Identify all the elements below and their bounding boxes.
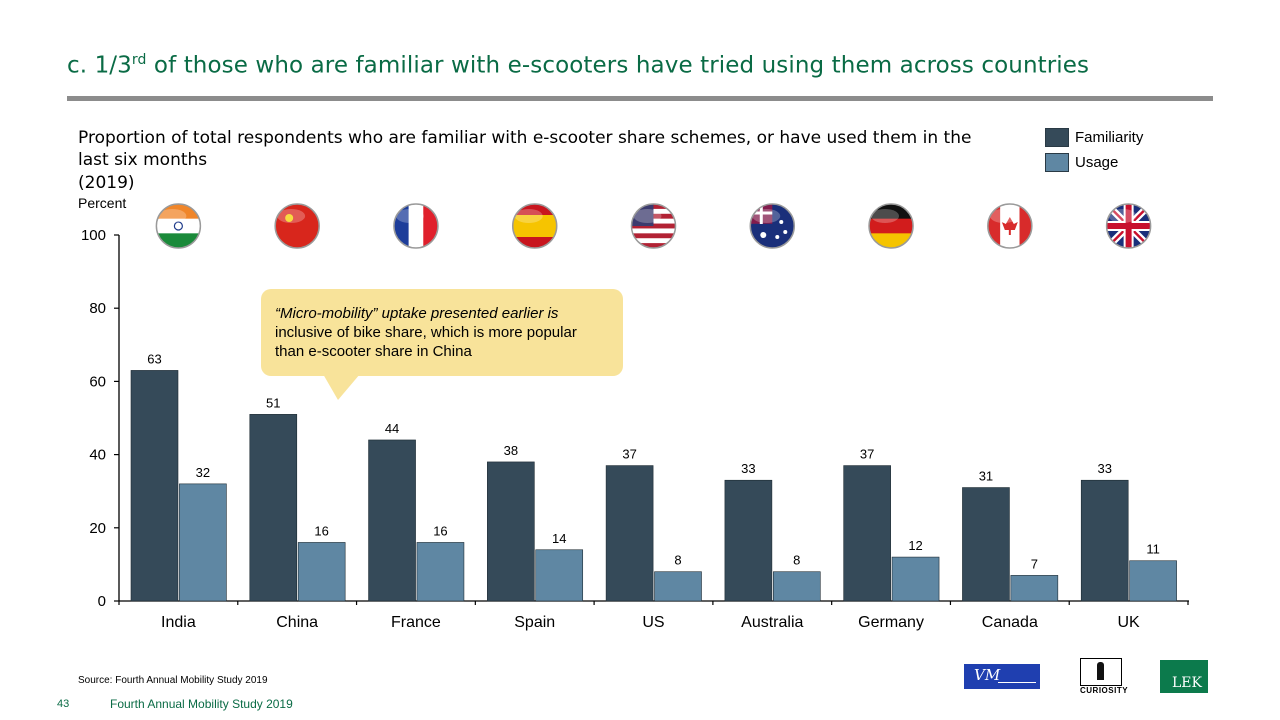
bar-usage-france xyxy=(416,542,465,602)
france-flag-icon xyxy=(393,203,439,249)
germany-flag-icon xyxy=(868,203,914,249)
chart-title: Proportion of total respondents who are … xyxy=(78,128,972,170)
bar-usage-australia xyxy=(772,571,821,602)
bar-familiarity-uk xyxy=(1080,479,1129,602)
data-label: 63 xyxy=(147,351,161,366)
data-label: 37 xyxy=(860,447,874,462)
callout-box xyxy=(261,289,623,376)
bar-familiarity-germany xyxy=(843,465,891,602)
page-number: 43 xyxy=(57,698,70,710)
bar-usage-spain xyxy=(535,549,584,602)
callout-text: “Micro-mobility” uptake presented earlie… xyxy=(275,305,577,360)
bar-familiarity-spain xyxy=(487,461,535,602)
data-label: 32 xyxy=(196,465,210,480)
bar-usage-india xyxy=(179,483,227,602)
data-label: 16 xyxy=(433,523,447,538)
legend-label-familiarity: Familiarity xyxy=(1075,129,1144,146)
legend-swatch-usage xyxy=(1045,153,1069,172)
y-tick-label: 0 xyxy=(98,593,106,610)
canada-flag-icon xyxy=(987,203,1033,249)
x-tick-label: India xyxy=(161,614,196,631)
data-label: 33 xyxy=(1097,461,1111,476)
data-label: 44 xyxy=(385,421,399,436)
page-title: c. 1/3rd of those who are familiar with … xyxy=(67,52,1090,79)
x-tick-label: Spain xyxy=(514,614,555,631)
x-tick-label: Germany xyxy=(858,614,924,631)
bar-usage-germany xyxy=(891,556,940,602)
bar-familiarity-france xyxy=(368,439,416,602)
bar-familiarity-india xyxy=(130,370,179,602)
spain-flag-icon xyxy=(511,203,558,249)
x-tick-label: China xyxy=(276,614,318,631)
data-label: 14 xyxy=(552,531,566,546)
chart-year: (2019) xyxy=(78,173,135,193)
data-label: 51 xyxy=(266,395,280,410)
legend-swatch-familiarity xyxy=(1045,128,1069,147)
y-tick-label: 20 xyxy=(89,520,106,537)
bar-usage-canada xyxy=(1010,575,1059,602)
bar-familiarity-china xyxy=(249,414,298,602)
data-label: 7 xyxy=(1031,556,1038,571)
legend-item-usage: Usage xyxy=(1045,153,1118,172)
x-tick-label: Canada xyxy=(982,614,1038,631)
data-label: 33 xyxy=(741,461,755,476)
x-tick-label: UK xyxy=(1117,614,1140,631)
bar-usage-uk xyxy=(1129,560,1177,602)
callout: “Micro-mobility” uptake presented earlie… xyxy=(261,289,623,400)
uk-flag-icon xyxy=(1105,203,1152,249)
australia-flag-icon xyxy=(749,203,796,249)
legend-item-familiarity: Familiarity xyxy=(1045,128,1143,147)
bar-usage-china xyxy=(297,542,346,602)
source-note: Source: Fourth Annual Mobility Study 201… xyxy=(78,675,268,686)
y-tick-label: 80 xyxy=(89,300,106,317)
y-tick-label: 40 xyxy=(89,447,106,464)
chart-unit-label: Percent xyxy=(78,195,127,211)
data-label: 16 xyxy=(314,523,328,538)
bar-familiarity-canada xyxy=(962,487,1010,602)
data-label: 11 xyxy=(1146,542,1160,557)
x-tick-label: France xyxy=(391,614,441,631)
china-flag-icon xyxy=(274,203,320,249)
bar-usage-us xyxy=(654,571,702,602)
vm-logo: VM xyxy=(964,664,1040,689)
data-label: 12 xyxy=(908,538,922,553)
us-flag-icon xyxy=(630,203,677,249)
data-label: 8 xyxy=(793,553,800,568)
india-flag-icon xyxy=(155,203,202,249)
curiosity-logo: CURIOSITY xyxy=(1080,658,1128,696)
data-label: 38 xyxy=(504,443,518,458)
lek-logo: LEK xyxy=(1160,660,1208,693)
x-tick-label: Australia xyxy=(741,614,803,631)
footer-study-name: Fourth Annual Mobility Study 2019 xyxy=(110,697,293,711)
data-label: 37 xyxy=(622,447,636,462)
title-divider xyxy=(67,96,1213,101)
x-tick-label: US xyxy=(642,614,664,631)
callout-tail xyxy=(323,374,360,400)
y-tick-label: 60 xyxy=(89,373,106,390)
data-label: 8 xyxy=(674,553,681,568)
bar-familiarity-australia xyxy=(724,479,773,602)
legend-label-usage: Usage xyxy=(1075,154,1119,171)
data-label: 31 xyxy=(979,469,993,484)
y-tick-label: 100 xyxy=(81,227,106,244)
bar-familiarity-us xyxy=(605,465,654,602)
